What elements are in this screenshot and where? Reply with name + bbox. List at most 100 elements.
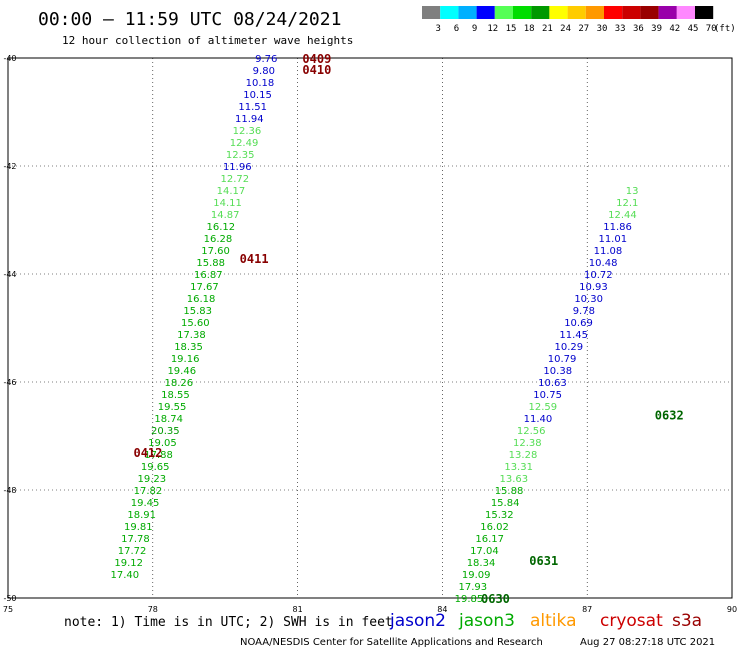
wave-height-label: 17.04 [470, 546, 499, 557]
wave-height-label: 17.38 [177, 330, 206, 341]
wave-height-label: 18.35 [174, 342, 203, 353]
wave-height-label: 18.55 [161, 390, 190, 401]
wave-height-label: 10.75 [533, 390, 562, 401]
scale-label: 30 [597, 24, 608, 34]
wave-height-label: 10.38 [543, 366, 572, 377]
wave-height-label: 15.60 [181, 318, 210, 329]
x-tick-label: 87 [582, 605, 592, 614]
wave-height-label: 17.78 [121, 534, 150, 545]
scale-label: 42 [669, 24, 680, 34]
wave-height-label: 10.30 [574, 294, 603, 305]
scale-swatch [549, 6, 568, 19]
wave-height-label: 16.17 [475, 534, 504, 545]
wave-height-label: 12.49 [230, 138, 259, 149]
wave-height-label: 9.80 [253, 66, 275, 77]
y-tick-label: -48 [3, 486, 16, 495]
wave-height-label: 11.01 [598, 234, 627, 245]
footer-credit: NOAA/NESDIS Center for Satellite Applica… [240, 637, 543, 648]
wave-height-label: 17.88 [144, 450, 173, 461]
wave-height-label: 15.84 [491, 498, 520, 509]
x-tick-label: 84 [437, 605, 447, 614]
x-tick-label: 81 [293, 605, 303, 614]
wave-height-label: 10.29 [555, 342, 584, 353]
wave-height-label: 11.45 [559, 330, 588, 341]
pass-label: 0411 [240, 252, 269, 266]
scale-label: 15 [506, 24, 517, 34]
wave-height-label: 15.88 [495, 486, 524, 497]
pass-label: 0630 [481, 592, 510, 606]
wave-height-label: 12.72 [221, 174, 250, 185]
wave-height-label: 18.74 [154, 414, 183, 425]
scale-swatch [422, 6, 441, 19]
scale-swatch [676, 6, 695, 19]
wave-height-label: 18.34 [467, 558, 496, 569]
chart-title: 00:00 – 11:59 UTC 08/24/2021 [38, 9, 341, 30]
scale-swatch [640, 6, 659, 19]
wave-height-label: 10.93 [579, 282, 608, 293]
wave-height-label: 19.55 [158, 402, 187, 413]
wave-height-label: 18.91 [127, 510, 156, 521]
wave-height-label: 11.51 [238, 102, 267, 113]
wave-height-label: 17.82 [134, 486, 163, 497]
pass-label: 0410 [302, 63, 331, 77]
wave-height-label: 19.05 [148, 438, 177, 449]
wave-height-label: 10.63 [538, 378, 567, 389]
scale-label: 12 [487, 24, 498, 34]
scale-swatch [531, 6, 550, 19]
scale-label: 21 [542, 24, 553, 34]
x-tick-label: 75 [3, 605, 13, 614]
wave-height-label: 15.32 [485, 510, 514, 521]
y-tick-label: -40 [3, 54, 16, 63]
scale-swatch [567, 6, 586, 19]
scale-swatch [604, 6, 623, 19]
scale-swatch [440, 6, 459, 19]
pass-label: 0632 [655, 408, 684, 422]
wave-height-label: 19.45 [131, 498, 160, 509]
axis-ticks: 75 78 81 84 87 90 -40 -42 -44 -46 -48 -50 [3, 54, 737, 614]
wave-height-label: 16.12 [207, 222, 236, 233]
scale-label: 33 [615, 24, 626, 34]
color-scale: 3 6 9 12 15 18 21 24 27 30 33 36 39 42 45 70 [422, 6, 717, 34]
plot-frame [7, 57, 733, 599]
wave-height-label: 13 [626, 186, 639, 197]
y-tick-label: -42 [3, 162, 16, 171]
wave-height-label: 19.81 [124, 522, 153, 533]
wave-height-label: 10.72 [584, 270, 613, 281]
wave-height-label: 19.85 [455, 594, 484, 605]
wave-height-label: 19.65 [141, 462, 170, 473]
scale-label: 36 [633, 24, 644, 34]
wave-height-label: 13.28 [509, 450, 538, 461]
wave-height-label: 14.11 [213, 198, 242, 209]
scale-swatch [458, 6, 477, 19]
scale-label: 27 [578, 24, 589, 34]
scale-label: 18 [524, 24, 535, 34]
pass-label: 0409 [302, 52, 331, 66]
wave-height-label: 17.60 [201, 246, 230, 257]
scale-label: 70 [706, 24, 717, 34]
wave-height-label: 14.87 [211, 210, 240, 221]
wave-height-label: 19.12 [114, 558, 143, 569]
wave-height-label: 15.83 [183, 306, 212, 317]
wave-height-label: 11.86 [603, 222, 632, 233]
scale-label: 24 [560, 24, 571, 34]
wave-height-label: 9.78 [573, 306, 595, 317]
wave-height-label: 17.72 [118, 546, 147, 557]
scale-label: 39 [651, 24, 662, 34]
wave-height-label: 20.35 [151, 426, 180, 437]
legend-item-cryosat: cryosat [600, 611, 663, 631]
y-tick-label: -50 [3, 594, 16, 603]
legend-item-jason3: jason3 [458, 611, 515, 631]
pass-label: 0631 [529, 554, 558, 568]
wave-height-label: 16.28 [204, 234, 233, 245]
wave-height-label: 17.67 [190, 282, 219, 293]
wave-height-label: 12.35 [226, 150, 255, 161]
wave-height-label: 14.17 [217, 186, 246, 197]
scale-swatch [585, 6, 604, 19]
scale-swatch [658, 6, 677, 19]
satellite-legend: jason2 jason3 altika cryosat s3a [389, 611, 702, 631]
wave-height-label: 19.23 [138, 474, 167, 485]
wave-height-label: 11.08 [594, 246, 623, 257]
wave-height-label: 19.09 [462, 570, 491, 581]
